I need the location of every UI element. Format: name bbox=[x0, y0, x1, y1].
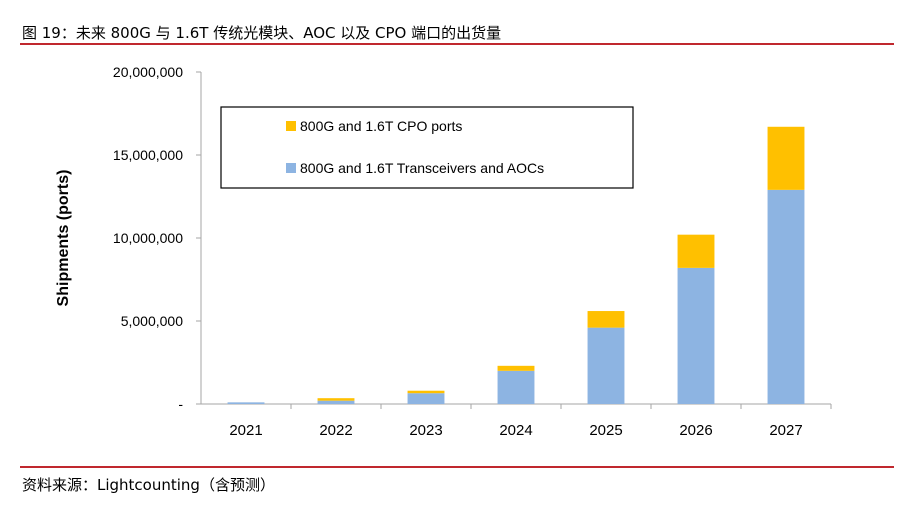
y-tick-label: 20,000,000 bbox=[113, 64, 183, 80]
legend-swatch bbox=[286, 163, 296, 173]
bar-cpo-ports bbox=[587, 311, 625, 328]
x-tick-label: 2023 bbox=[409, 422, 442, 439]
y-tick-label: 15,000,000 bbox=[113, 147, 183, 163]
x-tick-label: 2026 bbox=[679, 422, 712, 439]
source-divider bbox=[20, 466, 894, 468]
bars bbox=[227, 126, 805, 404]
x-axis: 2021 2022 2023 2024 2025 2026 2027 bbox=[201, 403, 832, 439]
bar-cpo-ports bbox=[677, 234, 715, 268]
x-tick-label: 2025 bbox=[589, 422, 622, 439]
y-tick-label: 5,000,000 bbox=[121, 313, 183, 329]
x-tick-label: 2022 bbox=[319, 422, 352, 439]
bar-transceivers-aocs bbox=[407, 393, 445, 404]
bar-transceivers-aocs bbox=[497, 370, 535, 404]
legend-swatch bbox=[286, 121, 296, 131]
bar-transceivers-aocs bbox=[587, 327, 625, 404]
legend-box bbox=[220, 106, 634, 189]
legend-label: 800G and 1.6T Transceivers and AOCs bbox=[300, 160, 544, 176]
x-tick-label: 2027 bbox=[769, 422, 802, 439]
x-tick-label: 2021 bbox=[229, 422, 262, 439]
bar-cpo-ports bbox=[767, 126, 805, 190]
bar-transceivers-aocs bbox=[677, 267, 715, 404]
legend: 800G and 1.6T CPO ports 800G and 1.6T Tra… bbox=[220, 106, 634, 189]
bar-cpo-ports bbox=[407, 390, 445, 394]
source-note: 资料来源：Lightcounting（含预测） bbox=[22, 476, 275, 494]
y-axis: - 5,000,000 10,000,000 15,000,000 20,000,000 bbox=[113, 64, 202, 412]
x-tick-label: 2024 bbox=[499, 422, 532, 439]
y-tick-label: - bbox=[178, 396, 183, 412]
title-divider bbox=[20, 43, 894, 45]
y-axis-label: Shipments (ports) bbox=[55, 170, 72, 307]
shipments-chart: - 5,000,000 10,000,000 15,000,000 20,000,000… bbox=[55, 64, 832, 439]
y-tick-label: 10,000,000 bbox=[113, 230, 183, 246]
bar-transceivers-aocs bbox=[767, 189, 805, 404]
bar-transceivers-aocs bbox=[317, 400, 355, 404]
bar-cpo-ports bbox=[497, 365, 535, 371]
figure-title: 图 19：未来 800G 与 1.6T 传统光模块、AOC 以及 CPO 端口的… bbox=[22, 24, 502, 42]
bar-cpo-ports bbox=[317, 398, 355, 401]
bar-transceivers-aocs bbox=[227, 402, 265, 404]
legend-label: 800G and 1.6T CPO ports bbox=[300, 118, 462, 134]
